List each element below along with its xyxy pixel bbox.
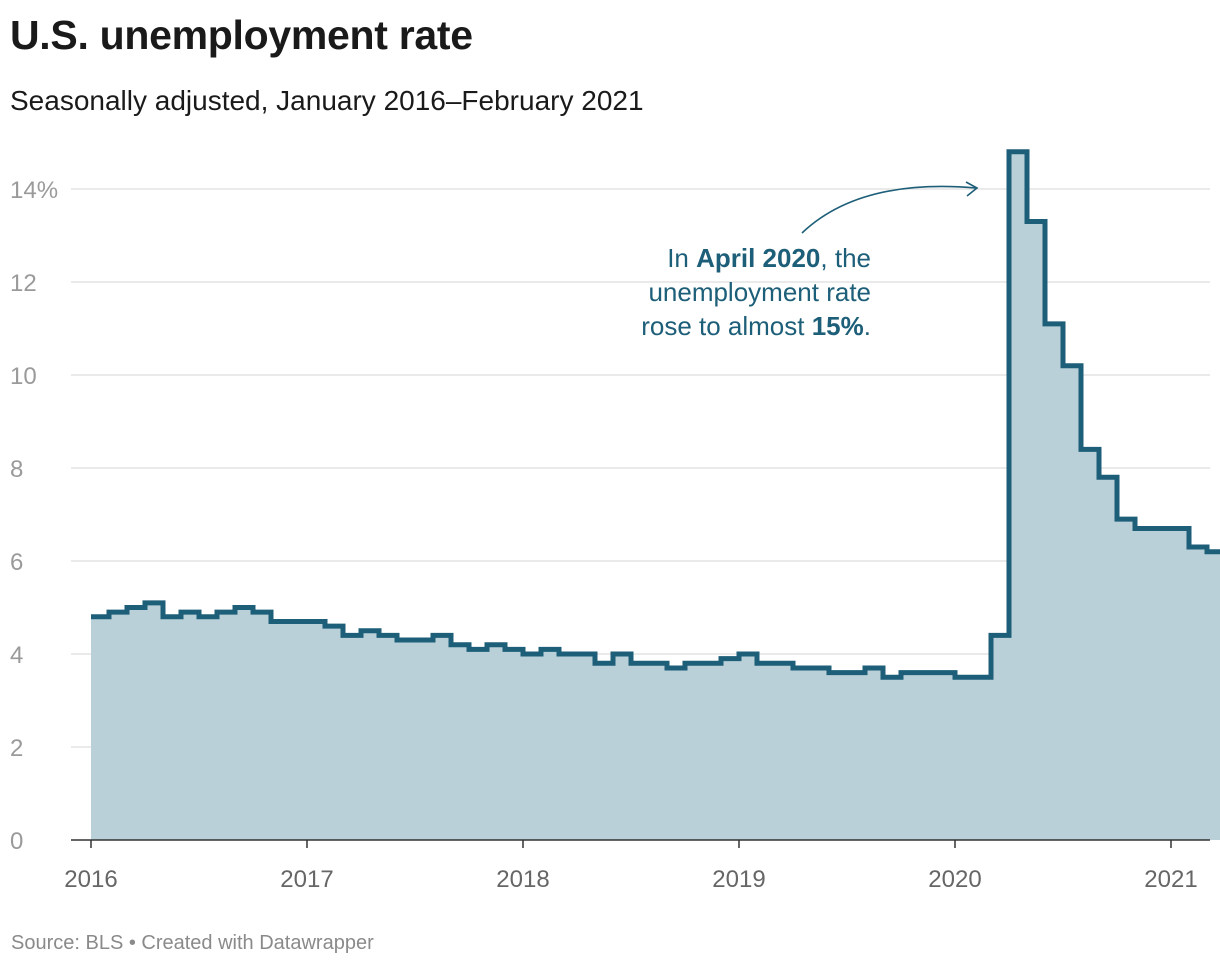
unemployment-line <box>91 149 1220 680</box>
x-tick-label: 2017 <box>280 866 333 893</box>
y-axis-ticks: 0 2 4 6 8 10 12 14% <box>10 177 58 855</box>
y-tick-label: 6 <box>10 549 23 576</box>
source-footer: Source: BLS • Created with Datawrapper <box>11 932 374 954</box>
x-tick-label: 2018 <box>496 866 549 893</box>
annotation: In April 2020, the unemployment rate ros… <box>641 181 979 341</box>
y-tick-label: 4 <box>10 642 23 669</box>
chart-title: U.S. unemployment rate <box>10 12 473 58</box>
y-tick-label: 0 <box>10 828 23 855</box>
x-tick-label: 2019 <box>712 866 765 893</box>
x-tick-label: 2021 <box>1144 866 1197 893</box>
y-tick-label: 2 <box>10 735 23 762</box>
chart-subtitle: Seasonally adjusted, January 2016–Februa… <box>10 85 644 116</box>
x-axis-ticks: 2016 2017 2018 2019 2020 2021 <box>64 840 1198 893</box>
y-tick-label: 8 <box>10 456 23 483</box>
y-tick-label: 14% <box>10 177 58 204</box>
x-tick-label: 2016 <box>64 866 117 893</box>
y-tick-label: 12 <box>10 270 37 297</box>
y-tick-label: 10 <box>10 363 37 390</box>
annotation-line-3: rose to almost 15%. <box>641 311 871 341</box>
annotation-arrowhead <box>965 181 979 197</box>
annotation-line-2: unemployment rate <box>648 277 871 307</box>
unemployment-area <box>91 151 1220 840</box>
annotation-arrow <box>801 185 977 234</box>
annotation-line-1: In April 2020, the <box>667 243 871 273</box>
x-tick-label: 2020 <box>928 866 981 893</box>
